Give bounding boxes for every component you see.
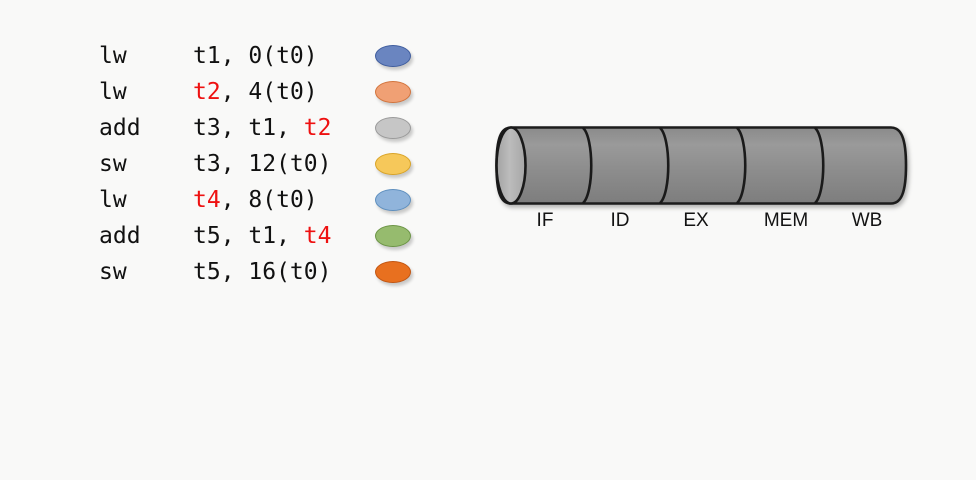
instruction-mnemonic: sw bbox=[99, 259, 127, 285]
instruction-operands: t5, t1, t4 bbox=[193, 218, 331, 254]
operand-text: t3, t1, bbox=[193, 115, 304, 141]
instruction-mnemonic: add bbox=[99, 223, 141, 249]
marker-blue-2 bbox=[375, 189, 411, 211]
operand-text: t3, 12(t0) bbox=[193, 151, 332, 177]
marker-gray bbox=[375, 117, 411, 139]
marker-yellow bbox=[375, 153, 411, 175]
operand-text: t1, 0(t0) bbox=[193, 43, 318, 69]
marker-salmon bbox=[375, 81, 411, 103]
instruction-row: lw t1, 0(t0) bbox=[99, 38, 419, 74]
cylinder-body bbox=[495, 126, 908, 205]
operand-text: , 4(t0) bbox=[220, 79, 318, 105]
instruction-row: sw t3, 12(t0) bbox=[99, 146, 419, 182]
instruction-mnemonic: lw bbox=[99, 43, 127, 69]
cylinder-left-cap bbox=[495, 126, 527, 205]
instruction-operands: t4, 8(t0) bbox=[193, 182, 318, 218]
marker-orange bbox=[375, 261, 411, 283]
instruction-operands: t1, 0(t0) bbox=[193, 38, 318, 74]
operand-text: t5, t1, bbox=[193, 223, 304, 249]
highlighted-register: t2 bbox=[303, 115, 332, 141]
highlighted-register: t4 bbox=[303, 223, 332, 249]
instruction-mnemonic: lw bbox=[99, 187, 127, 213]
highlighted-register: t4 bbox=[193, 187, 221, 213]
cylinder-graphic bbox=[495, 126, 908, 205]
instruction-operands: t3, 12(t0) bbox=[193, 146, 331, 182]
stage-label-mem: MEM bbox=[763, 210, 809, 231]
instruction-row: lw t4, 8(t0) bbox=[99, 182, 419, 218]
marker-green bbox=[375, 225, 411, 247]
instruction-row: add t3, t1, t2 bbox=[99, 110, 419, 146]
stage-label-id: ID bbox=[610, 210, 630, 231]
highlighted-register: t2 bbox=[193, 79, 221, 105]
stage-label-if: IF bbox=[536, 210, 554, 231]
pipeline-cylinder bbox=[495, 126, 908, 205]
instruction-row: add t5, t1, t4 bbox=[99, 218, 419, 254]
stage-dividers bbox=[581, 126, 825, 205]
instruction-operands: t2, 4(t0) bbox=[193, 74, 318, 110]
instruction-operands: t5, 16(t0) bbox=[193, 254, 331, 290]
stage-label-wb: WB bbox=[851, 210, 883, 231]
instruction-mnemonic: add bbox=[99, 115, 141, 141]
instruction-listing: lw t1, 0(t0) lw t2, 4(t0) add t3, t1, t2 sw t3,… bbox=[99, 38, 419, 290]
operand-text: t5, 16(t0) bbox=[193, 259, 332, 285]
instruction-row: lw t2, 4(t0) bbox=[99, 74, 419, 110]
instruction-mnemonic: lw bbox=[99, 79, 127, 105]
marker-blue-1 bbox=[375, 45, 411, 67]
instruction-operands: t3, t1, t2 bbox=[193, 110, 331, 146]
instruction-mnemonic: sw bbox=[99, 151, 127, 177]
pipeline-stage-labels: IF ID EX MEM WB bbox=[495, 210, 907, 238]
operand-text: , 8(t0) bbox=[220, 187, 318, 213]
instruction-row: sw t5, 16(t0) bbox=[99, 254, 419, 290]
stage-label-ex: EX bbox=[683, 210, 709, 231]
